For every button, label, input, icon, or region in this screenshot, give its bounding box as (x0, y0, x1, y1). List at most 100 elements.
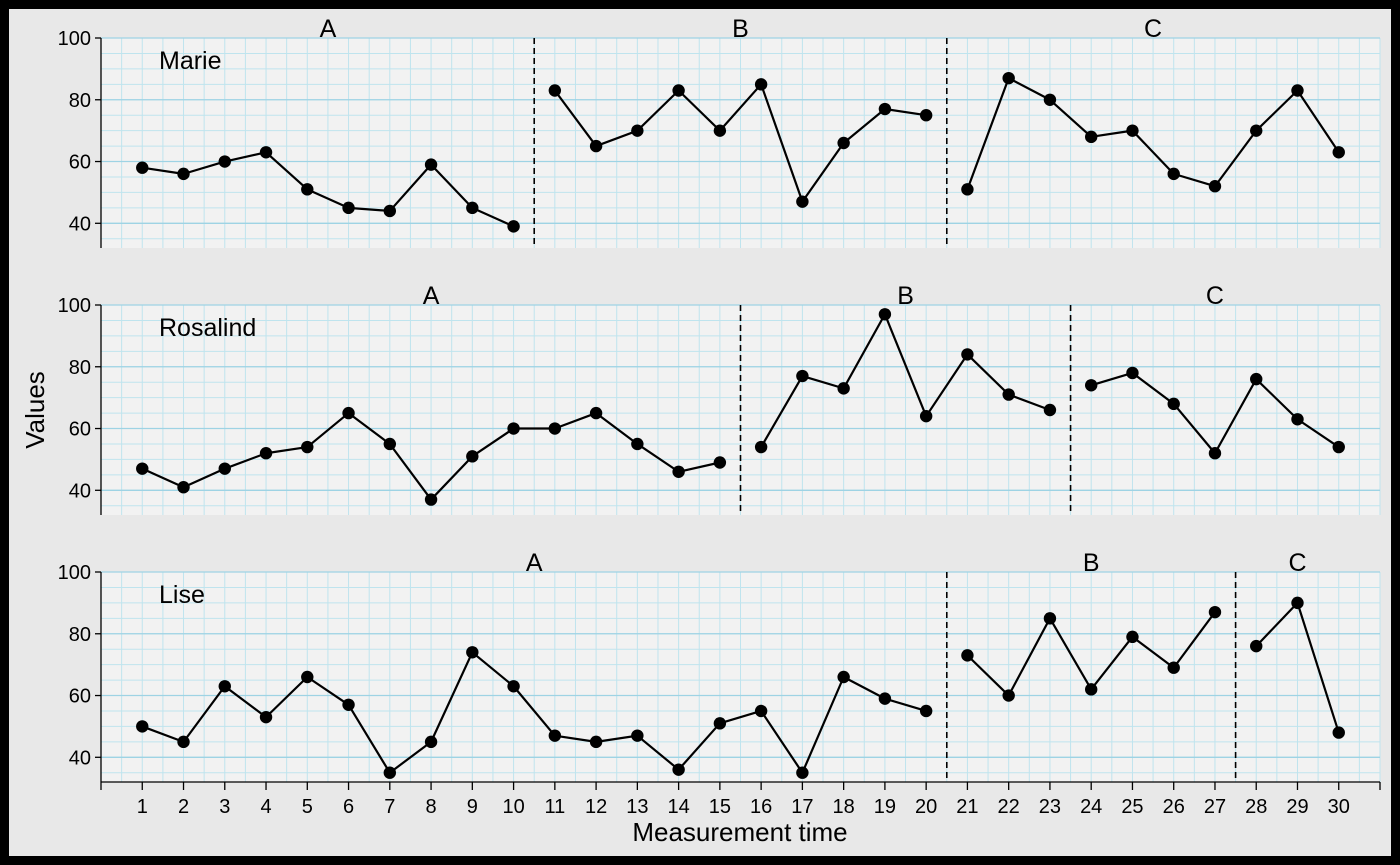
data-point (1167, 167, 1180, 181)
data-point (301, 183, 314, 196)
x-tick-label: 4 (260, 796, 271, 818)
data-point (796, 195, 809, 208)
series-line (141, 651, 927, 774)
data-point (1126, 124, 1139, 137)
data-point (672, 465, 685, 478)
data-point (1002, 388, 1015, 401)
data-point (136, 462, 149, 475)
data-point (589, 735, 603, 749)
data-point (1332, 440, 1345, 454)
x-tick-label: 23 (1039, 796, 1061, 818)
data-point (1043, 612, 1057, 625)
data-point (507, 680, 520, 693)
series-line (760, 313, 1051, 448)
data-point (136, 161, 149, 174)
data-point (919, 704, 933, 718)
x-tick-label: 20 (915, 796, 937, 818)
data-point (218, 155, 231, 168)
data-point (919, 109, 933, 122)
x-tick-label: 16 (750, 796, 772, 818)
data-point (1126, 366, 1139, 380)
y-tick-label: 60 (69, 152, 91, 174)
data-point (878, 692, 892, 705)
data-point (1332, 726, 1345, 739)
data-point (1208, 180, 1222, 193)
x-tick-label: 19 (874, 796, 896, 818)
data-point (631, 124, 644, 137)
phase-label: A (320, 15, 337, 43)
data-point (507, 422, 520, 435)
data-point (672, 84, 685, 97)
panel-name: Lise (159, 581, 205, 609)
data-point (1250, 124, 1263, 137)
data-point (259, 447, 273, 460)
data-point (424, 493, 438, 506)
series-phase-c: C (961, 15, 1345, 196)
data-point (754, 78, 768, 91)
data-point (424, 735, 438, 749)
data-point (713, 124, 727, 137)
data-point (507, 220, 520, 233)
grid-major-y (101, 37, 1380, 224)
grid-major-y (101, 571, 1380, 758)
x-tick-label: 22 (998, 796, 1020, 818)
data-point (301, 670, 314, 684)
y-tick-label: 100 (58, 562, 91, 584)
y-tick-label: 60 (69, 686, 91, 708)
series-line (966, 77, 1340, 190)
data-point (1084, 379, 1098, 392)
x-tick-label: 17 (791, 796, 813, 818)
data-point (218, 680, 231, 693)
data-point (1126, 630, 1139, 644)
data-point (919, 409, 933, 423)
data-point (383, 766, 397, 779)
data-point (1291, 596, 1304, 610)
data-point (796, 369, 809, 383)
data-point (342, 201, 355, 215)
x-tick-label: 6 (343, 796, 354, 818)
series-line (553, 83, 927, 203)
data-point (1291, 413, 1304, 426)
data-point (1250, 639, 1263, 653)
x-tick-label: 24 (1080, 796, 1102, 818)
data-point (177, 481, 190, 494)
data-point (1043, 93, 1057, 106)
y-tick-label: 80 (69, 624, 91, 646)
panel-name: Marie (159, 47, 222, 75)
data-point (1208, 447, 1222, 460)
phase-label: C (1206, 282, 1224, 310)
grid-minor-x (100, 38, 1381, 248)
panel-lise: 40 60 80 100 Lise A B C (58, 549, 1381, 782)
x-tick-label: 28 (1245, 796, 1267, 818)
x-tick-label: 1 (137, 796, 148, 818)
data-point (342, 406, 355, 420)
panel-marie: 40 60 80 100 Marie A B C (58, 15, 1381, 248)
panels: 40 60 80 100 Marie A B C 40 60 80 100 Rosalind A B C 40 6… (58, 15, 1381, 782)
x-tick-label: 3 (219, 796, 230, 818)
series-line (142, 151, 515, 228)
grid-minor-x (100, 305, 1381, 515)
series-phase-c: C (1250, 549, 1345, 739)
y-tick-label: 40 (69, 747, 91, 769)
data-point (466, 450, 479, 463)
data-point (1250, 372, 1263, 386)
series-phase-a: A (136, 282, 727, 506)
phase-label: C (1288, 549, 1306, 577)
data-point (878, 102, 892, 116)
phase-label: B (897, 282, 914, 310)
y-tick-label: 40 (69, 213, 91, 235)
data-point (631, 729, 644, 742)
y-tick-label: 60 (69, 419, 91, 441)
data-point (259, 146, 273, 159)
series-phase-b: B (961, 549, 1222, 702)
data-point (342, 698, 355, 711)
data-point (136, 720, 149, 733)
x-axis: 1 2 3 4 5 6 7 8 9 10 11 12 13 14 15 16 17 18 19 20 21 22 23 24 2… (100, 781, 1381, 818)
x-tick-label: 18 (833, 796, 855, 818)
data-point (548, 84, 562, 97)
data-point (796, 766, 809, 779)
y-tick-label: 80 (69, 357, 91, 379)
data-point (754, 440, 768, 454)
data-point (1167, 661, 1180, 674)
